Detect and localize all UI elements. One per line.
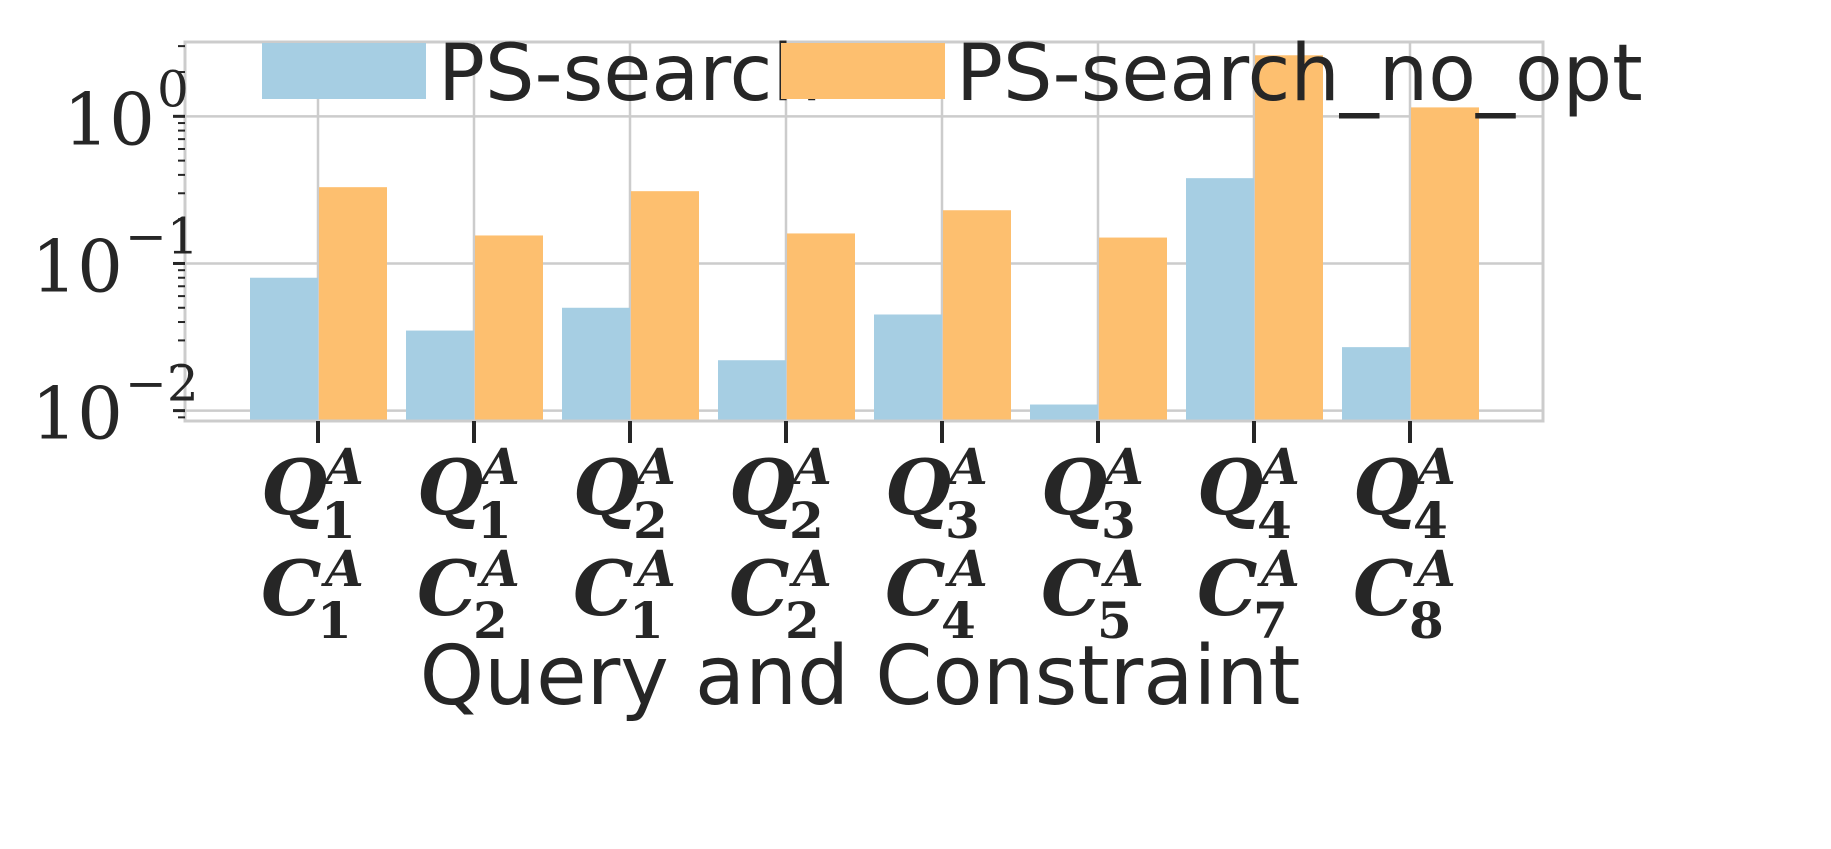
query-symbol: Q: [885, 443, 951, 532]
bar-PS-search_no_opt: [943, 210, 1011, 421]
query-symbol: Q: [1353, 443, 1419, 532]
query-subscript: 3: [1101, 491, 1136, 550]
constraint-symbol: C: [261, 544, 322, 633]
y-tick-exponent: 0: [157, 60, 189, 118]
constraint-subscript: 8: [1409, 591, 1444, 650]
bar-PS-search: [1030, 404, 1098, 421]
query-superscript: A: [1413, 437, 1456, 496]
constraint-symbol: C: [417, 544, 478, 633]
query-symbol: Q: [573, 443, 639, 532]
constraint-superscript: A: [1413, 539, 1456, 598]
bar-PS-search_no_opt: [319, 187, 387, 421]
query-superscript: A: [1257, 437, 1300, 496]
query-subscript: 4: [1257, 491, 1292, 550]
query-superscript: A: [1101, 437, 1144, 496]
legend-swatch-PS-search: [262, 43, 426, 99]
constraint-subscript: 1: [629, 591, 664, 650]
query-symbol: Q: [1197, 443, 1263, 532]
bar-PS-search_no_opt: [1099, 237, 1167, 421]
constraint-superscript: A: [945, 539, 988, 598]
query-subscript: 2: [789, 491, 824, 550]
constraint-superscript: A: [321, 539, 364, 598]
constraint-symbol: C: [573, 544, 634, 633]
y-tick-label: 10: [31, 372, 123, 456]
constraint-subscript: 2: [473, 591, 508, 650]
constraint-subscript: 7: [1253, 591, 1288, 650]
query-subscript: 2: [633, 491, 668, 550]
constraint-subscript: 2: [785, 591, 820, 650]
constraint-superscript: A: [1101, 539, 1144, 598]
constraint-symbol: C: [1353, 544, 1414, 633]
constraint-symbol: C: [1041, 544, 1102, 633]
constraint-symbol: C: [729, 544, 790, 633]
plot-frame: [183, 40, 1545, 423]
constraint-subscript: 1: [317, 591, 352, 650]
query-symbol: Q: [417, 443, 483, 532]
bar-PS-search: [718, 360, 786, 421]
bar-PS-search: [406, 330, 474, 421]
query-superscript: A: [789, 437, 832, 496]
query-subscript: 4: [1413, 491, 1448, 550]
legend: PS-search PS-search_no_opt: [262, 29, 1643, 119]
legend-label-PS-search: PS-search: [438, 29, 822, 119]
bar-PS-search_no_opt: [1255, 55, 1323, 422]
constraint-subscript: 5: [1097, 591, 1132, 650]
query-symbol: Q: [1041, 443, 1107, 532]
query-subscript: 1: [477, 491, 512, 550]
bar-PS-search_no_opt: [787, 233, 855, 421]
bars-layer: [250, 55, 1479, 422]
query-subscript: 1: [321, 491, 356, 550]
legend-swatch-PS-search_no_opt: [781, 43, 945, 99]
constraint-superscript: A: [1257, 539, 1300, 598]
bar-PS-search: [250, 277, 318, 421]
x-axis-title: Query and Constraint: [420, 629, 1301, 724]
query-subscript: 3: [945, 491, 980, 550]
constraint-superscript: A: [789, 539, 832, 598]
query-symbol: Q: [261, 443, 327, 532]
bar-PS-search_no_opt: [475, 235, 543, 421]
query-superscript: A: [321, 437, 364, 496]
bar-PS-search: [874, 314, 942, 421]
query-superscript: A: [633, 437, 676, 496]
constraint-symbol: C: [1197, 544, 1258, 633]
bar-PS-search_no_opt: [1411, 107, 1479, 421]
query-superscript: A: [945, 437, 988, 496]
constraint-subscript: 4: [941, 591, 976, 650]
bar-PS-search: [1342, 347, 1410, 421]
y-tick-exponent: −1: [125, 207, 199, 265]
bar-PS-search: [562, 307, 630, 421]
bar-PS-search: [1186, 178, 1254, 421]
constraint-symbol: C: [885, 544, 946, 633]
y-tick-label: 10: [63, 77, 155, 161]
query-symbol: Q: [729, 443, 795, 532]
constraint-superscript: A: [633, 539, 676, 598]
y-tick-exponent: −2: [125, 355, 199, 413]
query-superscript: A: [477, 437, 520, 496]
bar-PS-search_no_opt: [631, 191, 699, 421]
legend-label-PS-search_no_opt: PS-search_no_opt: [956, 29, 1643, 119]
y-tick-label: 10: [31, 224, 123, 308]
constraint-superscript: A: [477, 539, 520, 598]
